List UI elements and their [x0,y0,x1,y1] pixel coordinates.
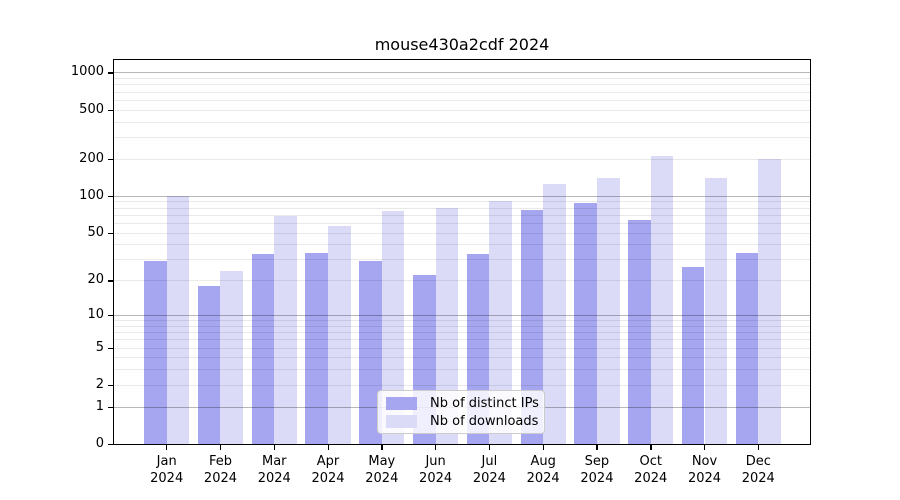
x-tick-mark [488,445,491,450]
y-tick-mark [108,280,113,282]
x-tick-mark [704,445,706,450]
y-axis-tick-label: 100 [79,187,104,203]
y-axis-tick-label: 5 [95,339,104,355]
bar-ips-feb [197,285,221,444]
bar-downloads-jul [489,201,512,444]
bar-downloads-sep [596,177,620,444]
x-tick-mark [757,445,760,450]
x-axis-tick-label: Jul 2024 [472,454,506,486]
bar-ips-sep [574,202,597,444]
bars-layer [113,59,811,445]
bar-downloads-oct [650,156,674,444]
bar-downloads-aug [543,183,566,444]
bar-ips-may [359,261,382,444]
bar-ips-oct [628,219,651,444]
y-tick-mark [108,315,113,317]
legend-label: Nb of downloads [430,413,539,429]
y-tick-mark [108,347,113,349]
bar-ips-dec [735,252,759,444]
bar-ips-aug [520,210,544,444]
x-tick-mark [596,445,598,450]
x-axis-tick-label: May 2024 [365,454,399,486]
y-tick-mark [108,195,113,198]
x-tick-mark [219,445,222,450]
x-axis-tick-label: Sep 2024 [580,454,614,486]
y-axis-tick-label: 10 [87,307,104,323]
y-tick-mark [108,232,113,234]
bar-ips-mar [251,254,275,444]
x-tick-mark [166,445,168,450]
x-tick-mark [650,445,652,450]
y-tick-mark [108,158,113,161]
x-tick-mark [273,445,276,450]
legend-label: Nb of distinct IPs [430,395,539,411]
legend-item-downloads: Nb of downloads [386,412,539,430]
bar-downloads-nov [704,177,728,444]
bar-ips-nov [681,266,705,444]
legend-swatch-0 [386,396,417,410]
y-tick-mark [108,406,113,409]
y-axis-tick-label: 200 [79,150,104,166]
y-tick-mark [108,109,113,111]
bar-ips-apr [305,252,329,444]
bar-downloads-dec [758,158,781,444]
y-axis-tick-label: 50 [87,224,104,240]
x-axis-tick-label: Jan 2024 [150,454,184,486]
y-tick-mark [108,444,113,446]
y-axis-tick-label: 0 [95,436,104,451]
legend-swatch-1 [386,414,417,428]
bar-downloads-apr [328,225,351,444]
legend: Nb of distinct IPs Nb of downloads [377,390,545,434]
x-axis-tick-label: Aug 2024 [526,454,560,486]
bar-downloads-jan [166,195,190,444]
y-axis-tick-label: 1000 [70,64,104,80]
x-tick-mark [381,445,383,450]
x-axis-tick-label: Feb 2024 [203,454,238,486]
x-axis-tick-label: Jun 2024 [419,454,453,486]
plot-area: Nb of distinct IPs Nb of downloads [113,59,811,445]
x-tick-mark [327,445,329,450]
chart-title: mouse430a2cdf 2024 [374,35,550,54]
x-axis-tick-label: Apr 2024 [311,454,345,486]
y-axis-tick-label: 500 [79,101,104,117]
legend-item-distinct-ips: Nb of distinct IPs [386,394,539,412]
bar-downloads-may [381,211,405,444]
bar-downloads-jun [435,207,459,444]
bar-ips-jan [144,261,167,444]
y-axis-tick-label: 1 [95,398,104,414]
y-tick-mark [108,384,113,387]
x-tick-mark [542,445,544,450]
y-tick-mark [108,72,113,74]
y-axis-tick-label: 20 [87,272,104,288]
x-axis-tick-label: Nov 2024 [687,454,722,486]
y-axis-tick-label: 2 [95,376,104,392]
x-axis-tick-label: Dec 2024 [741,454,775,486]
x-tick-mark [435,445,437,450]
bar-downloads-feb [220,270,244,444]
x-axis-tick-label: Oct 2024 [634,454,668,486]
bar-downloads-mar [274,216,297,444]
x-axis-tick-label: Mar 2024 [257,454,291,486]
